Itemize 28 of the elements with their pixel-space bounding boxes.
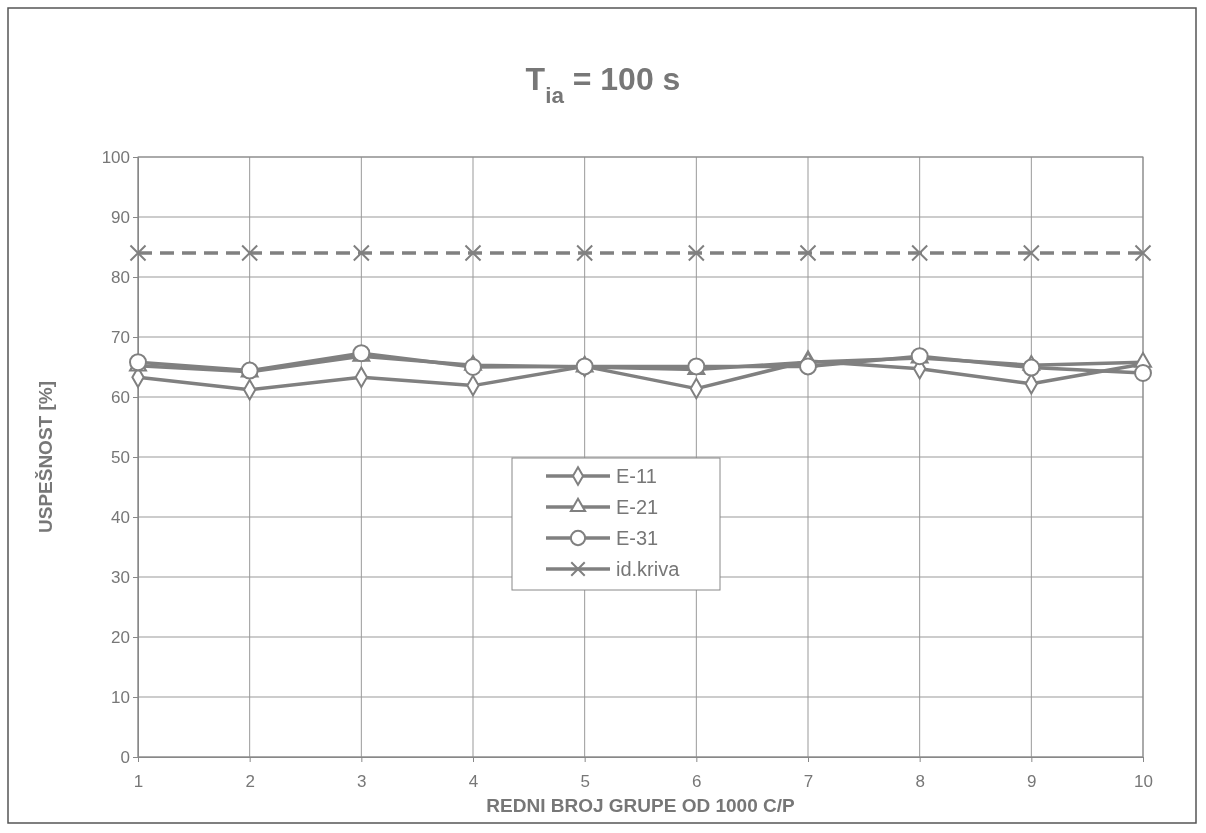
- y-tick-label: 20: [111, 627, 130, 647]
- legend-label: E-31: [616, 527, 659, 549]
- y-tick-label: 0: [120, 747, 130, 767]
- chart-title: T$_{ia}$ = 100 s: [525, 61, 681, 108]
- x-tick-label: 1: [133, 772, 144, 792]
- x-tick-label: 6: [692, 772, 702, 792]
- legend-label: id.kriva: [616, 558, 681, 580]
- y-axis-title: USPEŠNOST [%]: [35, 380, 56, 534]
- x-tick-label: 8: [915, 772, 925, 792]
- x-tick-label: 3: [357, 772, 367, 792]
- legend-label: E-21: [616, 496, 659, 518]
- y-tick-label: 40: [111, 507, 130, 527]
- x-tick-label: 5: [580, 772, 590, 792]
- x-tick-label: 9: [1027, 772, 1037, 792]
- y-tick-label: 30: [111, 567, 130, 587]
- legend-label: E-11: [616, 465, 657, 487]
- x-tick-label: 10: [1134, 772, 1153, 792]
- y-tick-label: 90: [111, 207, 130, 227]
- y-tick-label: 80: [111, 267, 130, 287]
- y-tick-label: 50: [111, 447, 130, 467]
- x-axis-title: REDNI BROJ GRUPE OD 1000 C/P: [486, 795, 795, 816]
- x-tick-label: 7: [803, 772, 814, 792]
- x-tick-label: 4: [468, 772, 479, 792]
- y-tick-label: 70: [111, 327, 130, 347]
- y-tick-label: 100: [101, 147, 130, 167]
- y-tick-label: 10: [111, 687, 130, 707]
- y-tick-label: 60: [111, 387, 130, 407]
- x-tick-label: 2: [245, 772, 255, 792]
